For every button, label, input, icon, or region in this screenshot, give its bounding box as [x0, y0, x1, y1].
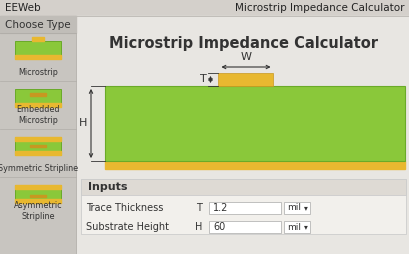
Bar: [209, 221, 280, 233]
Bar: [283, 202, 309, 214]
Text: ▾: ▾: [303, 223, 307, 231]
Text: Trace Thickness: Trace Thickness: [86, 203, 163, 213]
Bar: [77, 16, 409, 254]
Text: mil: mil: [286, 223, 300, 231]
Bar: [15, 137, 61, 155]
Text: T: T: [199, 74, 206, 85]
Bar: [15, 199, 61, 203]
Bar: [15, 89, 61, 107]
Bar: [15, 185, 61, 203]
Text: H: H: [195, 222, 202, 232]
Bar: [30, 93, 46, 96]
Bar: [105, 86, 404, 161]
Bar: [15, 185, 61, 189]
Bar: [105, 161, 404, 169]
Text: Inputs: Inputs: [88, 182, 127, 192]
Text: Asymmetric
Stripline: Asymmetric Stripline: [13, 201, 62, 221]
Text: Symmetric Stripline: Symmetric Stripline: [0, 164, 78, 173]
Bar: [15, 151, 61, 155]
Text: 1.2: 1.2: [213, 203, 228, 213]
Text: ▾: ▾: [303, 203, 307, 213]
Bar: [209, 202, 280, 214]
Text: Embedded
Microstrip: Embedded Microstrip: [16, 105, 60, 125]
Bar: [15, 103, 61, 107]
Bar: [81, 179, 405, 234]
Text: T: T: [196, 203, 202, 213]
Text: mil: mil: [286, 203, 300, 213]
Text: Choose Type: Choose Type: [5, 20, 71, 29]
Text: Microstrip: Microstrip: [18, 68, 58, 77]
Bar: [0, 16, 76, 254]
Text: W: W: [240, 52, 251, 62]
Bar: [15, 137, 61, 141]
Text: H: H: [79, 119, 87, 129]
Bar: [0, 16, 76, 33]
Text: 60: 60: [213, 222, 225, 232]
Bar: [15, 41, 61, 59]
Bar: [81, 179, 405, 195]
Text: Microstrip Impedance Calculator: Microstrip Impedance Calculator: [235, 3, 404, 13]
Text: Microstrip Impedance Calculator: Microstrip Impedance Calculator: [109, 36, 377, 51]
Bar: [30, 195, 46, 197]
Bar: [30, 145, 46, 147]
Bar: [283, 221, 309, 233]
Bar: [218, 73, 273, 86]
Text: EEWeb: EEWeb: [5, 3, 40, 13]
Bar: [15, 55, 61, 59]
Bar: [32, 37, 44, 41]
Text: Substrate Height: Substrate Height: [86, 222, 169, 232]
